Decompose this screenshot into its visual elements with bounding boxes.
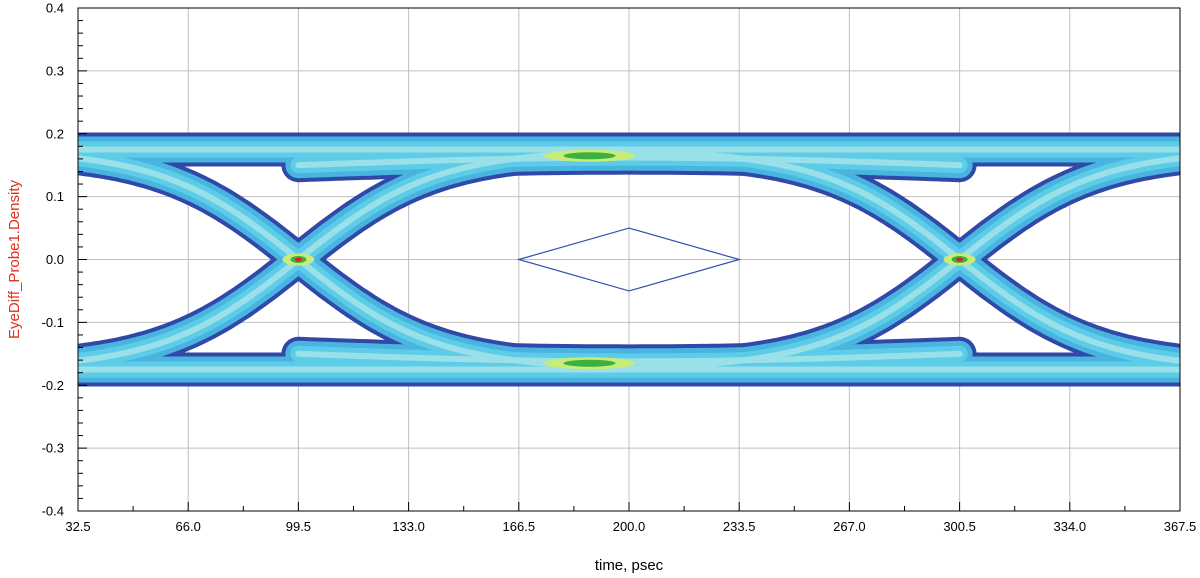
y-tick-label: -0.4 [42, 504, 64, 519]
rail-density-core [563, 359, 616, 367]
x-tick-label: 66.0 [176, 519, 201, 534]
x-tick-label: 300.5 [943, 519, 976, 534]
x-tick-label: 99.5 [286, 519, 311, 534]
axis-ticks [77, 7, 1181, 512]
y-tick-label: -0.1 [42, 315, 64, 330]
x-tick-label: 166.5 [503, 519, 536, 534]
crossing-density-max [294, 257, 302, 262]
x-tick-label: 334.0 [1054, 519, 1087, 534]
crossing-density-max [956, 257, 964, 262]
rail-density-core [563, 152, 616, 160]
x-tick-labels: 32.5 66.0 99.5 133.0 166.5 200.0 233.5 267.0 300… [65, 519, 1196, 534]
eye-mask [516, 227, 742, 292]
y-tick-label: 0.4 [46, 1, 64, 16]
y-tick-label: 0.0 [46, 252, 64, 267]
x-tick-label: 133.0 [392, 519, 425, 534]
y-tick-label: 0.1 [46, 189, 64, 204]
x-tick-label: 367.5 [1164, 519, 1197, 534]
y-tick-label: 0.3 [46, 63, 64, 78]
x-tick-label: 267.0 [833, 519, 866, 534]
density-hotspots [282, 149, 976, 370]
y-axis-title: EyeDiff_Probe1.Density [6, 180, 23, 339]
x-tick-label: 200.0 [613, 519, 646, 534]
x-axis-title: time, psec [595, 557, 664, 574]
y-tick-label: 0.2 [46, 126, 64, 141]
y-tick-label: -0.3 [42, 441, 64, 456]
y-tick-labels: -0.4 -0.3 -0.2 -0.1 0.0 0.1 0.2 0.3 0.4 [42, 1, 64, 519]
x-tick-label: 233.5 [723, 519, 756, 534]
x-tick-label: 32.5 [65, 519, 90, 534]
y-tick-label: -0.2 [42, 378, 64, 393]
